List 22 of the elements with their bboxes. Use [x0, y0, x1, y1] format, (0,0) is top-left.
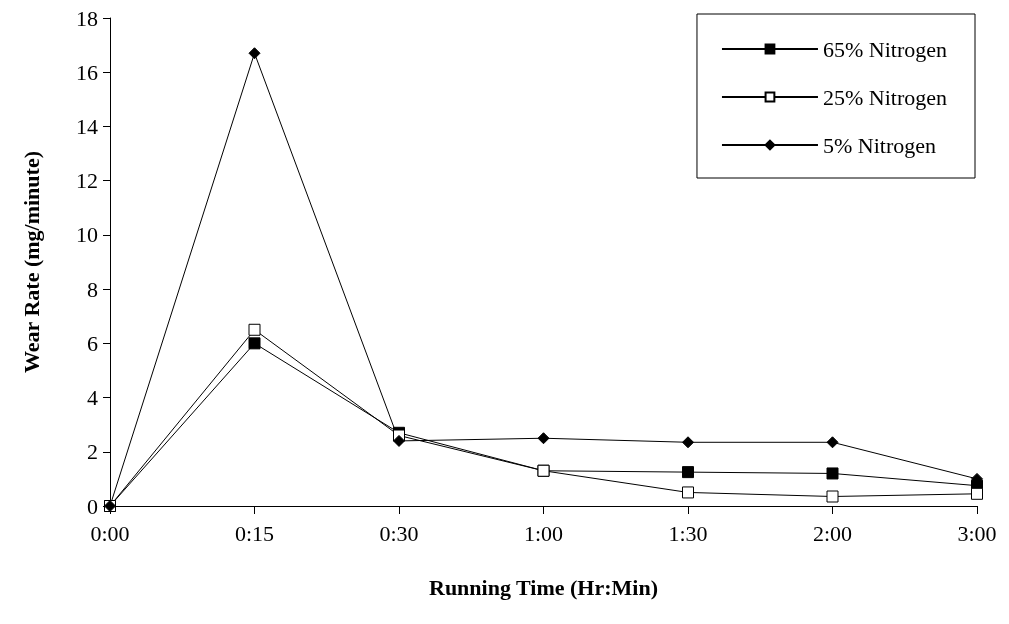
x-tick-label: 0:00 [90, 520, 130, 546]
x-axis-title: Running Time (Hr:Min) [429, 574, 658, 600]
y-tick-label: 10 [76, 222, 98, 248]
x-tick-label: 3:00 [957, 520, 997, 546]
y-tick-label: 4 [87, 385, 98, 411]
x-tick-label: 0:15 [234, 520, 275, 546]
legend-label: 25% Nitrogen [822, 84, 947, 110]
x-tick-label: 2:00 [812, 520, 853, 546]
x-tick-label: 1:30 [668, 520, 708, 546]
y-tick-label: 6 [87, 330, 98, 356]
legend-label: 5% Nitrogen [822, 132, 936, 158]
y-tick-label: 0 [87, 493, 98, 519]
y-tick-label: 14 [76, 113, 98, 139]
x-tick-label: 0:30 [379, 520, 419, 546]
x-tick-label: 1:00 [523, 520, 564, 546]
legend-label: 65% Nitrogen [822, 36, 947, 62]
y-axis-title: Wear Rate (mg/minute) [18, 151, 44, 373]
y-tick-label: 8 [87, 276, 98, 302]
y-tick-label: 2 [87, 439, 98, 465]
y-tick-label: 16 [76, 59, 98, 85]
y-tick-label: 12 [76, 168, 98, 194]
y-tick-label: 18 [76, 5, 98, 31]
